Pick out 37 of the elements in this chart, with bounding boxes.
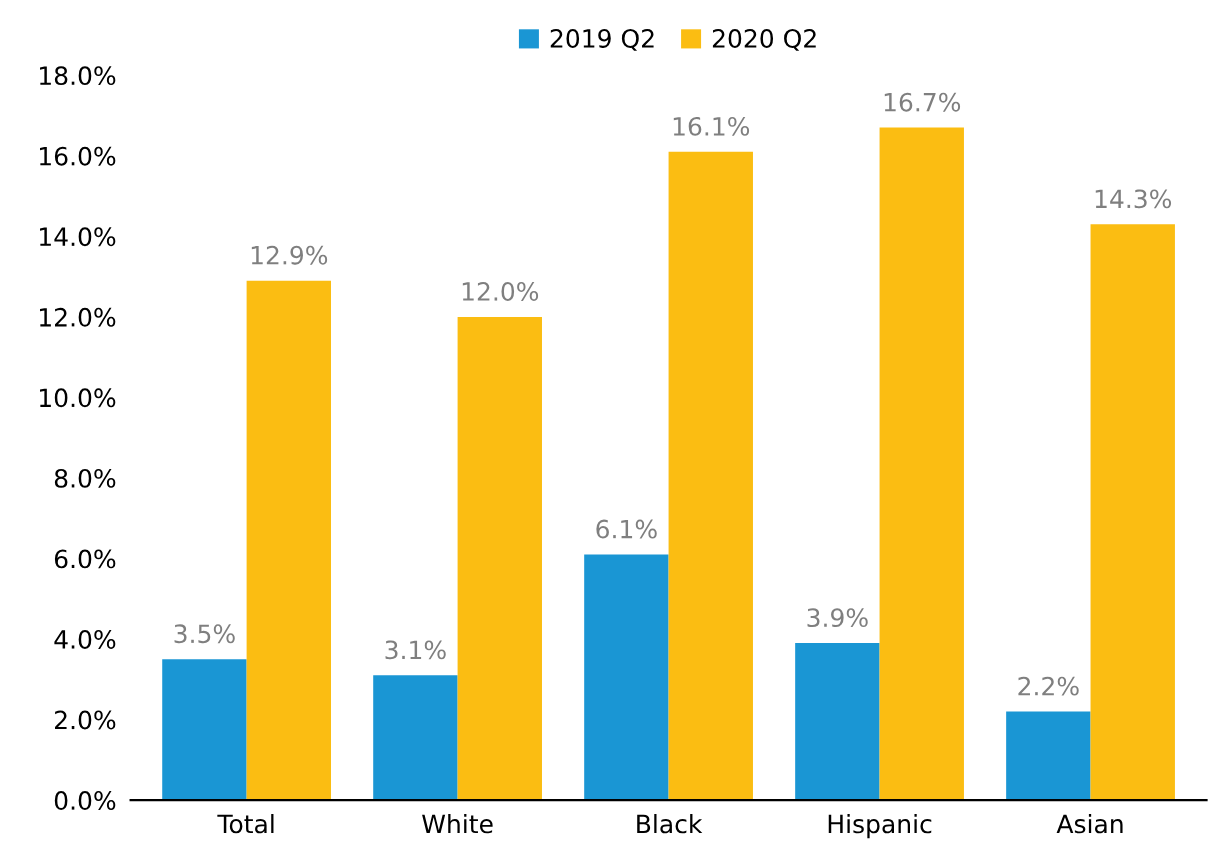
y-tick-label: 4.0% [54, 629, 116, 649]
bar [795, 643, 880, 801]
y-tick-label: 12.0% [40, 307, 116, 327]
data-label: 3.9% [807, 608, 868, 628]
y-tick-label: 16.0% [40, 146, 116, 166]
y-tick-label: 0.0% [54, 791, 116, 810]
bar [1006, 711, 1091, 801]
x-tick-label: Black [637, 814, 703, 834]
x-tick-label: White [422, 814, 493, 834]
data-label: 3.5% [174, 624, 235, 644]
bar [584, 554, 669, 801]
data-label: 12.0% [462, 282, 539, 301]
bar [457, 316, 542, 801]
data-label: 16.7% [884, 92, 961, 112]
legend-label: 2020 Q2 [712, 29, 816, 51]
data-label: 16.1% [673, 116, 750, 136]
bar [668, 151, 753, 801]
y-tick-label: 10.0% [40, 388, 116, 408]
data-label: 3.1% [385, 640, 446, 660]
bar [1090, 224, 1175, 801]
bar [162, 659, 247, 801]
y-tick-label: 8.0% [54, 468, 116, 488]
data-label: 14.3% [1095, 189, 1172, 209]
legend-label: 2019 Q2 [550, 29, 654, 51]
bar [879, 127, 964, 801]
data-label: 12.9% [251, 245, 328, 265]
bar [246, 280, 332, 801]
x-tick-label: Hispanic [828, 814, 932, 839]
y-tick-label: 14.0% [40, 227, 116, 247]
bar [373, 675, 458, 801]
y-tick-label: 18.0% [40, 66, 116, 86]
x-tick-label: Asian [1056, 814, 1123, 834]
y-tick-label: 2.0% [55, 710, 116, 730]
y-tick-label: 6.0% [54, 549, 116, 569]
data-label: 2.2% [1018, 676, 1079, 696]
data-label: 6.1% [596, 519, 657, 539]
x-tick-label: Total [217, 814, 274, 834]
